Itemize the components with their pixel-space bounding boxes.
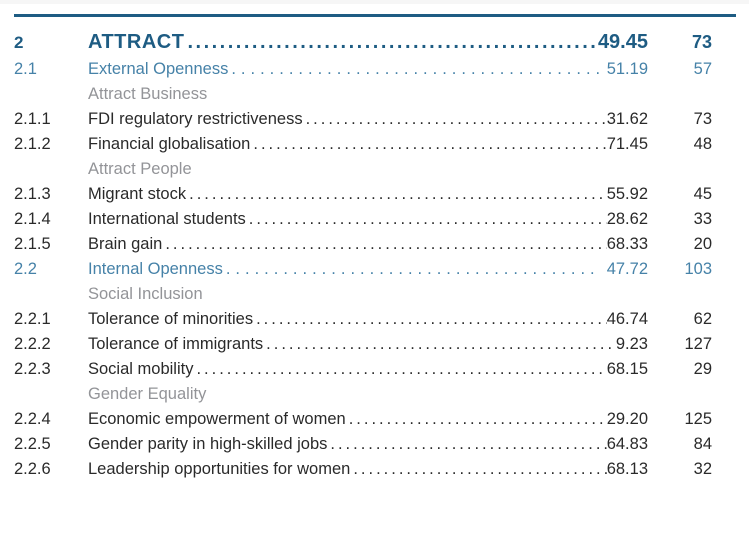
row-label: FDI regulatory restrictiveness <box>88 110 303 128</box>
row-label: Leadership opportunities for women <box>88 460 351 478</box>
toc-row-attract-business: Attract Business <box>0 82 749 107</box>
row-number: 2.1.4 <box>14 210 51 228</box>
toc-row-2.2: 2.2 Internal Openness....................… <box>0 257 749 282</box>
dot-leader: ........................................… <box>256 310 607 328</box>
toc-row-2.1: 2.1 External Openness....................… <box>0 57 749 82</box>
row-score: 9.23 <box>615 335 648 353</box>
row-rank: 20 <box>693 235 712 253</box>
row-score: 47.72 <box>606 260 648 278</box>
row-label: Gender Equality <box>88 385 207 403</box>
row-label: External Openness <box>88 60 229 78</box>
row-rank: 73 <box>691 32 712 52</box>
toc-row-gender-equality: Gender Equality <box>0 382 749 407</box>
section-divider-rule <box>14 14 736 17</box>
row-score: 46.74 <box>606 310 648 328</box>
row-number: 2 <box>14 33 24 52</box>
row-label: Attract People <box>88 160 192 178</box>
row-score: 68.15 <box>606 360 648 378</box>
row-label: Gender parity in high-skilled jobs <box>88 435 328 453</box>
row-score: 71.45 <box>606 135 648 153</box>
row-score: 55.92 <box>606 185 648 203</box>
row-number: 2.2.6 <box>14 460 51 478</box>
toc-row-2.1.4: 2.1.4 International students.............… <box>0 207 749 232</box>
row-score: 68.13 <box>606 460 648 478</box>
row-label: Social Inclusion <box>88 285 203 303</box>
row-number: 2.2.1 <box>14 310 51 328</box>
row-score: 28.62 <box>606 210 648 228</box>
row-rank: 29 <box>693 360 712 378</box>
page-top-edge <box>0 0 749 4</box>
row-score: 49.45 <box>597 31 648 53</box>
row-label: Attract Business <box>88 85 208 103</box>
toc-row-2.2.1: 2.2.1 Tolerance of minorities............… <box>0 307 749 332</box>
row-rank: 32 <box>693 460 712 478</box>
row-label: Tolerance of immigrants <box>88 335 264 353</box>
row-number: 2.1.1 <box>14 110 51 128</box>
row-rank: 84 <box>693 435 712 453</box>
row-number: 2.2.4 <box>14 410 51 428</box>
dot-leader: ........................................… <box>353 460 606 478</box>
row-score: 29.20 <box>606 410 648 428</box>
row-number: 2.1.3 <box>14 185 51 203</box>
dot-leader: ........................................… <box>266 335 616 353</box>
dot-leader: ........................................… <box>348 410 607 428</box>
row-rank: 57 <box>693 60 712 78</box>
toc-row-2.2.5: 2.2.5 Gender parity in high-skilled jobs.… <box>0 432 749 457</box>
row-label: ATTRACT <box>88 31 185 53</box>
row-rank: 45 <box>693 185 712 203</box>
toc-row-2: 2 ATTRACT................................… <box>0 28 749 57</box>
row-number: 2.1 <box>14 60 37 78</box>
toc-row-2.1.3: 2.1.3 Migrant stock......................… <box>0 182 749 207</box>
row-number: 2.2.2 <box>14 335 51 353</box>
row-rank: 62 <box>693 310 712 328</box>
dot-leader: ........................................… <box>189 185 607 203</box>
row-number: 2.1.2 <box>14 135 51 153</box>
row-rank: 125 <box>684 410 712 428</box>
row-score: 31.62 <box>606 110 648 128</box>
dot-leader: ........................................… <box>248 210 607 228</box>
row-rank: 33 <box>693 210 712 228</box>
row-number: 2.1.5 <box>14 235 51 253</box>
row-score: 64.83 <box>606 435 648 453</box>
row-label: Brain gain <box>88 235 163 253</box>
row-rank: 48 <box>693 135 712 153</box>
toc-row-2.2.4: 2.2.4 Economic empowerment of women......… <box>0 407 749 432</box>
row-rank: 103 <box>684 260 712 278</box>
dot-leader: ........................................… <box>187 31 598 53</box>
row-label: Internal Openness <box>88 260 223 278</box>
row-label: International students <box>88 210 246 228</box>
toc-table: 2 ATTRACT................................… <box>0 28 749 482</box>
toc-row-2.2.3: 2.2.3 Social mobility....................… <box>0 357 749 382</box>
toc-row-2.1.5: 2.1.5 Brain gain.........................… <box>0 232 749 257</box>
row-number: 2.2.5 <box>14 435 51 453</box>
dot-leader: ........................................… <box>330 435 607 453</box>
toc-row-attract-people: Attract People <box>0 157 749 182</box>
toc-row-2.1.2: 2.1.2 Financial globalisation............… <box>0 132 749 157</box>
dot-leader: ........................................… <box>231 60 601 78</box>
row-label: Social mobility <box>88 360 194 378</box>
dot-leader: ........................................… <box>253 135 606 153</box>
row-score: 68.33 <box>606 235 648 253</box>
toc-row-social-inclusion: Social Inclusion <box>0 282 749 307</box>
row-number: 2.2.3 <box>14 360 51 378</box>
row-label: Financial globalisation <box>88 135 251 153</box>
dot-leader: ........................................… <box>196 360 607 378</box>
row-label: Tolerance of minorities <box>88 310 254 328</box>
row-score: 51.19 <box>606 60 648 78</box>
row-rank: 73 <box>693 110 712 128</box>
row-label: Economic empowerment of women <box>88 410 346 428</box>
dot-leader: ........................................… <box>165 235 607 253</box>
row-label: Migrant stock <box>88 185 187 203</box>
toc-row-2.2.6: 2.2.6 Leadership opportunities for women.… <box>0 457 749 482</box>
row-rank: 127 <box>684 335 712 353</box>
row-number: 2.2 <box>14 260 37 278</box>
dot-leader: ........................................… <box>305 110 607 128</box>
toc-row-2.1.1: 2.1.1 FDI regulatory restrictiveness.....… <box>0 107 749 132</box>
dot-leader: ........................................… <box>225 260 601 278</box>
toc-row-2.2.2: 2.2.2 Tolerance of immigrants............… <box>0 332 749 357</box>
